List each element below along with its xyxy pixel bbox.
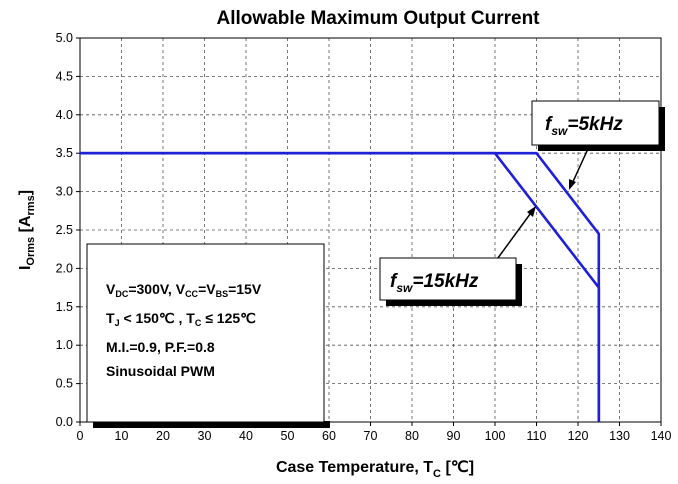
x-tick-label: 130 xyxy=(609,429,630,443)
y-tick-label: 0.0 xyxy=(56,415,73,429)
x-tick-label: 10 xyxy=(115,429,129,443)
x-tick-label: 100 xyxy=(485,429,506,443)
series-line-15khz xyxy=(80,151,601,422)
callout-5khz: fsw=5kHz xyxy=(531,100,665,151)
conditions-line-4: Sinusoidal PWM xyxy=(106,363,215,379)
conditions-line-2: TJ < 150℃ , TC ≤ 125℃ xyxy=(106,310,256,328)
x-tick-label: 40 xyxy=(239,429,253,443)
x-tick-label: 90 xyxy=(447,429,461,443)
x-tick-label: 60 xyxy=(322,429,336,443)
conditions-box: VDC=300V, VCC=VBS=15V TJ < 150℃ , TC ≤ 1… xyxy=(86,243,330,428)
y-tick-label: 5.0 xyxy=(56,31,73,45)
y-axis-label: IOrms [Arms] xyxy=(17,190,37,270)
x-tick-label: 30 xyxy=(198,429,212,443)
x-tick-label: 20 xyxy=(156,429,170,443)
x-tick-label: 110 xyxy=(527,429,547,443)
arrow-15khz xyxy=(494,209,534,263)
chart-title: Allowable Maximum Output Current xyxy=(216,8,540,29)
series-group xyxy=(80,151,601,422)
y-tick-label: 0.5 xyxy=(56,377,73,391)
y-tick-labels: 0.0 0.5 1.0 1.5 2.0 2.5 3.0 3.5 4.0 4.5 5.0 xyxy=(56,31,80,429)
y-tick-label: 3.0 xyxy=(56,185,73,199)
y-tick-label: 1.5 xyxy=(56,300,73,314)
x-tick-label: 120 xyxy=(568,429,589,443)
x-tick-label: 80 xyxy=(405,429,419,443)
svg-text:fsw=15kHz: fsw=15kHz xyxy=(390,271,479,295)
y-tick-label: 1.0 xyxy=(56,338,73,352)
svg-text:fsw=5kHz: fsw=5kHz xyxy=(545,114,623,138)
arrowhead-15khz xyxy=(527,206,536,217)
x-axis-label: Case Temperature, TC [℃] xyxy=(276,459,474,480)
x-tick-label: 140 xyxy=(651,429,672,443)
x-tick-label: 50 xyxy=(281,429,295,443)
arrowhead-5khz xyxy=(569,179,576,190)
x-tick-label: 70 xyxy=(364,429,378,443)
y-tick-label: 2.5 xyxy=(56,223,73,237)
x-tick-label: 0 xyxy=(77,429,84,443)
y-tick-label: 2.0 xyxy=(56,261,73,275)
callout-arrows xyxy=(494,139,593,263)
y-tick-label: 3.5 xyxy=(56,146,73,160)
conditions-line-1: VDC=300V, VCC=VBS=15V xyxy=(106,281,262,299)
y-tick-label: 4.5 xyxy=(56,69,73,83)
callout-15khz: fsw=15kHz xyxy=(379,257,522,306)
conditions-line-3: M.I.=0.9, P.F.=0.8 xyxy=(106,339,215,355)
y-tick-label: 4.0 xyxy=(56,108,73,122)
